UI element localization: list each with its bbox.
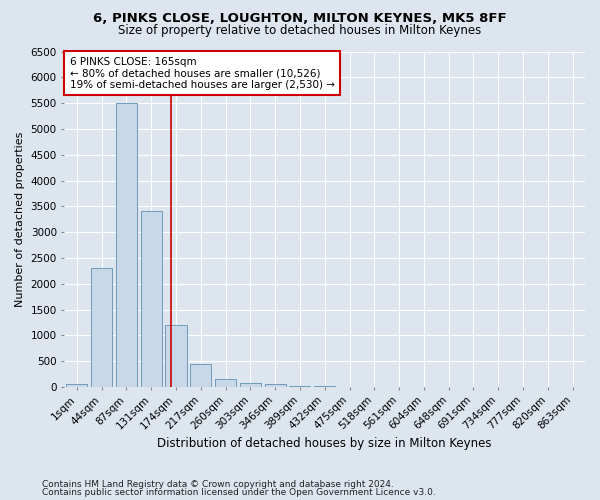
Text: Contains public sector information licensed under the Open Government Licence v3: Contains public sector information licen… [42, 488, 436, 497]
Bar [265, 384, 286, 387]
Bar [166, 325, 187, 387]
Text: 6 PINKS CLOSE: 165sqm
← 80% of detached houses are smaller (10,526)
19% of semi-: 6 PINKS CLOSE: 165sqm ← 80% of detached … [70, 56, 335, 90]
Bar [215, 379, 236, 387]
Bar [240, 383, 261, 387]
Bar [190, 364, 211, 387]
Bar [67, 384, 88, 387]
Bar [140, 212, 162, 387]
Bar [116, 103, 137, 387]
Bar [314, 386, 335, 387]
Text: 6, PINKS CLOSE, LOUGHTON, MILTON KEYNES, MK5 8FF: 6, PINKS CLOSE, LOUGHTON, MILTON KEYNES,… [93, 12, 507, 26]
X-axis label: Distribution of detached houses by size in Milton Keynes: Distribution of detached houses by size … [157, 437, 492, 450]
Bar [91, 268, 112, 387]
Y-axis label: Number of detached properties: Number of detached properties [15, 132, 25, 307]
Bar [289, 386, 310, 387]
Text: Size of property relative to detached houses in Milton Keynes: Size of property relative to detached ho… [118, 24, 482, 37]
Text: Contains HM Land Registry data © Crown copyright and database right 2024.: Contains HM Land Registry data © Crown c… [42, 480, 394, 489]
